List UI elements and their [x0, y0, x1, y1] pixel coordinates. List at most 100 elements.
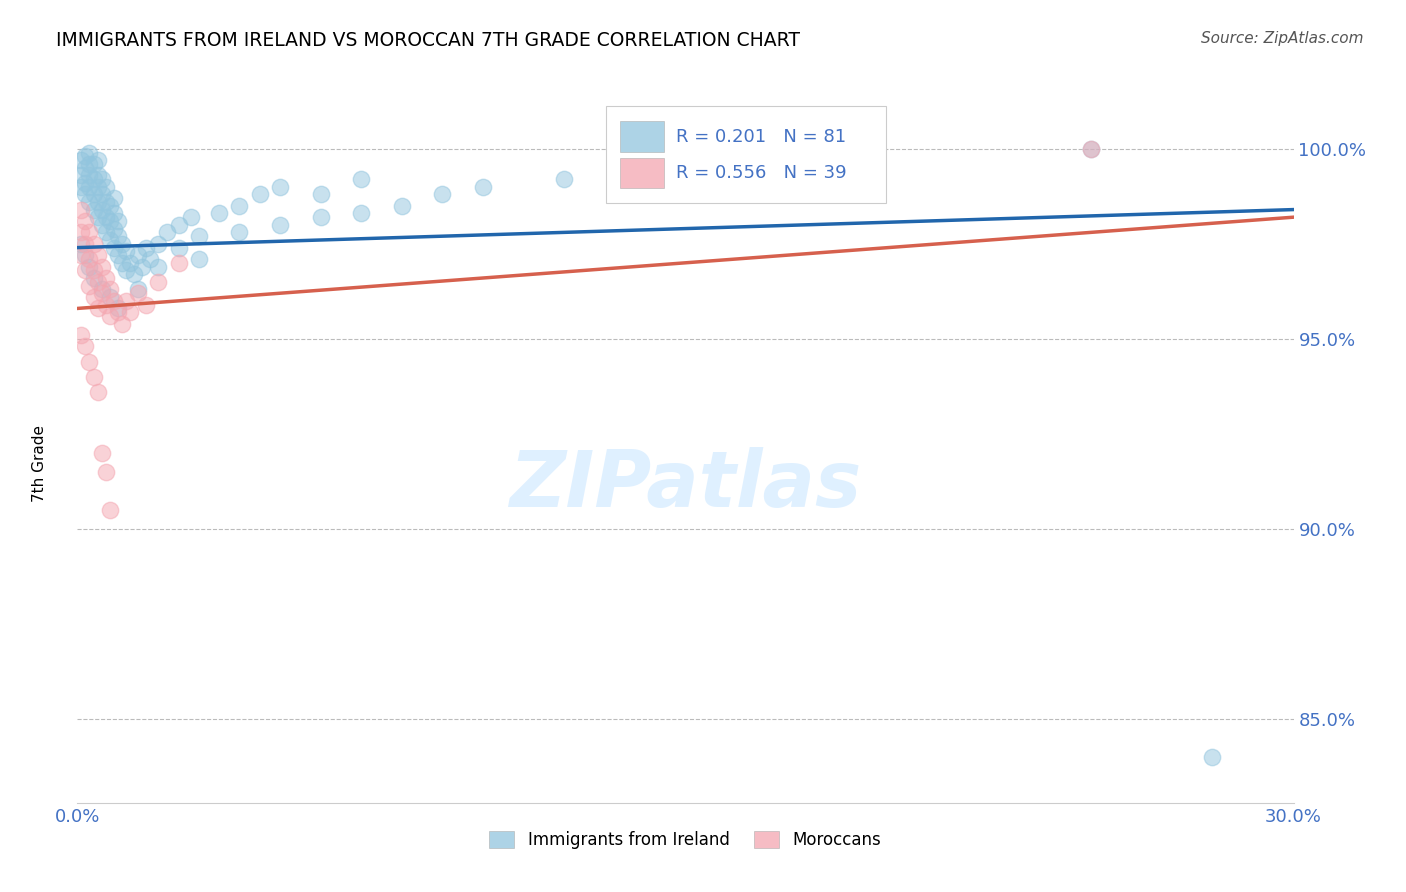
Point [83, 263, 105, 277]
Point [98, 309, 121, 323]
Point [86, 169, 108, 183]
Point [131, 260, 153, 274]
Point [98, 214, 121, 228]
Point [98, 503, 121, 517]
Point [86, 275, 108, 289]
Point [83, 172, 105, 186]
Legend: Immigrants from Ireland, Moroccans: Immigrants from Ireland, Moroccans [482, 824, 889, 856]
Point [111, 317, 134, 331]
Point [228, 226, 250, 240]
Point [155, 226, 177, 240]
Point [249, 187, 271, 202]
Point [94, 298, 117, 312]
Point [70, 179, 93, 194]
Point [83, 370, 105, 384]
Point [269, 218, 291, 232]
Point [86, 248, 108, 262]
Point [90, 187, 112, 202]
Point [111, 256, 134, 270]
Point [350, 172, 373, 186]
Point [70, 328, 93, 343]
Point [118, 256, 141, 270]
Point [135, 241, 157, 255]
Point [148, 236, 170, 251]
Point [83, 236, 105, 251]
Point [167, 256, 190, 270]
Point [228, 199, 250, 213]
Point [471, 179, 494, 194]
Point [70, 153, 93, 168]
Point [75, 236, 97, 251]
FancyBboxPatch shape [620, 158, 664, 188]
Point [86, 210, 108, 224]
Point [430, 187, 453, 202]
Point [86, 301, 108, 316]
Point [111, 236, 134, 251]
Point [86, 153, 108, 168]
Point [90, 282, 112, 296]
Point [79, 145, 101, 160]
Point [79, 157, 101, 171]
Point [135, 298, 157, 312]
Point [98, 199, 121, 213]
Point [75, 263, 97, 277]
Point [553, 172, 575, 186]
Point [83, 157, 105, 171]
Point [75, 339, 97, 353]
Point [79, 278, 101, 293]
Point [103, 293, 125, 308]
Point [107, 301, 129, 316]
Point [79, 169, 101, 183]
Point [94, 179, 117, 194]
Point [309, 187, 332, 202]
Point [86, 179, 108, 194]
Point [103, 241, 125, 255]
Point [139, 252, 162, 266]
FancyBboxPatch shape [606, 105, 886, 203]
Point [115, 263, 138, 277]
Point [79, 260, 101, 274]
Point [115, 244, 138, 259]
Text: 7th Grade: 7th Grade [32, 425, 46, 502]
Text: ZIPatlas: ZIPatlas [509, 447, 862, 523]
Point [103, 191, 125, 205]
Point [70, 236, 93, 251]
Point [75, 176, 97, 190]
Point [86, 385, 108, 400]
Point [391, 199, 413, 213]
Point [167, 241, 190, 255]
Point [83, 202, 105, 217]
Text: R = 0.201   N = 81: R = 0.201 N = 81 [676, 128, 846, 145]
Point [83, 290, 105, 304]
Point [94, 226, 117, 240]
Point [1201, 750, 1223, 764]
Point [98, 233, 121, 247]
Point [127, 282, 149, 296]
Point [75, 214, 97, 228]
Point [127, 286, 149, 301]
Point [188, 229, 211, 244]
Point [94, 271, 117, 285]
Point [79, 226, 101, 240]
Point [127, 248, 149, 262]
Point [98, 282, 121, 296]
Point [98, 290, 121, 304]
Point [86, 194, 108, 209]
Point [118, 305, 141, 319]
Point [188, 252, 211, 266]
Point [75, 149, 97, 163]
Point [75, 248, 97, 262]
Point [79, 354, 101, 368]
Point [90, 286, 112, 301]
Point [94, 210, 117, 224]
Point [107, 214, 129, 228]
Point [208, 206, 231, 220]
Point [115, 293, 138, 308]
Point [79, 194, 101, 209]
Point [269, 179, 291, 194]
Point [1080, 142, 1102, 156]
Point [103, 221, 125, 235]
Point [107, 229, 129, 244]
Point [90, 260, 112, 274]
Point [70, 226, 93, 240]
